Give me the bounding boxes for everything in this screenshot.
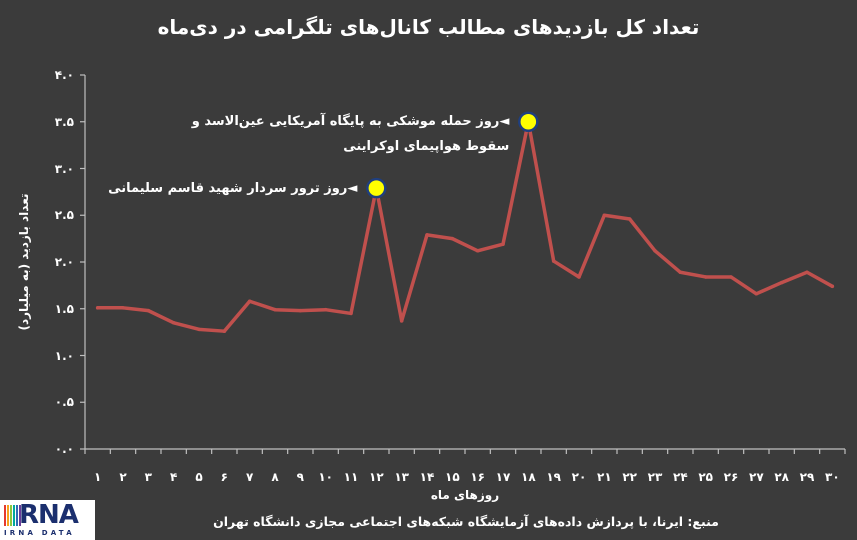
series-line [95, 120, 835, 333]
x-tick-label: ۲۹ [799, 470, 815, 484]
data-point-day-10 [323, 307, 328, 312]
data-point-day-25 [703, 275, 708, 279]
x-tick-label: ۳۰ [825, 470, 840, 484]
x-tick-label: ۱۵ [445, 470, 460, 484]
data-point-day-15 [450, 236, 455, 241]
data-point-day-6 [222, 329, 227, 333]
logo-stripe [16, 505, 18, 526]
x-tick-label: ۲ [119, 470, 127, 484]
y-tick-label: ۳.۰ [54, 161, 74, 176]
data-point-day-22 [627, 217, 632, 221]
y-tick-label: ۲.۵ [54, 208, 74, 223]
x-tick-label: ۱۷ [495, 470, 511, 484]
y-tick-label: ۰.۰ [54, 442, 74, 456]
annotation-label: ◄روز حمله موشکی به پایگاه آمریکایی عین‌ا… [192, 109, 510, 159]
x-tick-label: ۲۰ [571, 470, 587, 484]
x-tick-label: ۷ [245, 470, 254, 484]
data-point-day-29 [805, 270, 809, 275]
x-tick-label: ۵ [195, 470, 203, 484]
data-point-day-9 [298, 308, 303, 313]
data-point-day-8 [273, 307, 277, 312]
logo-stripe [7, 505, 9, 526]
data-point-day-1 [95, 306, 100, 310]
annotation-line: ◄روز ترور سردار شهید قاسم سلیمانی [108, 180, 358, 196]
x-tick-label: ۲۷ [749, 470, 764, 484]
data-point-day-16 [475, 249, 480, 253]
data-point-day-2 [121, 306, 125, 310]
data-point-day-21 [602, 213, 607, 217]
x-axis-title: روزهای ماه [430, 488, 500, 502]
x-tick-label: ۱۸ [521, 470, 536, 484]
x-tick-label: ۶ [220, 470, 228, 484]
data-point-day-23 [653, 249, 657, 253]
logo-stripe [19, 505, 21, 526]
chart-title: تعداد کل بازدیدهای مطالب کانال‌های تلگرا… [157, 15, 700, 39]
annotation-line: ◄روز حمله موشکی به پایگاه آمریکایی عین‌ا… [191, 114, 510, 130]
x-tick-label: ۲۳ [647, 470, 663, 484]
logo-stripes [4, 505, 21, 526]
y-tick-label: ۱.۰ [54, 348, 74, 363]
data-point-day-5 [197, 327, 201, 332]
source-note: منبع: ایرنا، با پردازش داده‌های آزمایشگا… [213, 514, 719, 529]
y-tick-label: ۳.۵ [54, 114, 74, 129]
data-point-day-4 [171, 321, 176, 325]
x-tick-label: ۱۲ [369, 470, 384, 484]
data-point-day-27 [754, 292, 759, 296]
x-tick-label: ۱۶ [470, 470, 485, 484]
data-point-day-26 [729, 275, 733, 279]
logo-mark-text: RNA [19, 500, 79, 530]
x-tick-label: ۱۹ [546, 470, 561, 484]
y-tick-label: ۲.۰ [54, 255, 74, 269]
data-point-day-3 [146, 308, 151, 313]
highlight-marker-day-12 [366, 177, 387, 199]
x-tick-label: ۱ [93, 470, 102, 484]
data-point-day-28 [779, 280, 784, 285]
y-tick-label: ۴.۰ [54, 68, 74, 82]
y-tick-label: ۰.۵ [54, 395, 74, 410]
data-point-day-11 [349, 311, 353, 316]
y-tick-label: ۱.۵ [54, 301, 74, 316]
irna-data-logo: RNA IRNA DATA [0, 500, 95, 540]
x-tick-label: ۲۶ [723, 470, 739, 484]
logo-stripe [10, 505, 12, 526]
annotation-line: سقوط هواپیمای اوکراینی [343, 139, 510, 155]
x-tick-label: ۱۴ [419, 470, 435, 484]
x-tick-label: ۴ [169, 470, 178, 484]
logo-stripe [13, 505, 15, 526]
logo-subtext: IRNA DATA [4, 529, 75, 537]
x-tick-label: ۱۱ [343, 470, 359, 484]
x-tick-label: ۸ [271, 470, 279, 484]
x-tick-label: ۲۱ [597, 470, 612, 484]
highlight-marker-day-18 [518, 111, 539, 132]
logo-stripe [4, 505, 6, 526]
data-point-day-14 [425, 233, 429, 237]
x-tick-label: ۳ [144, 470, 152, 484]
annotation-label: ◄روز ترور سردار شهید قاسم سلیمانی [108, 176, 357, 201]
x-tick-label: ۱۰ [318, 470, 333, 484]
x-tick-label: ۲۵ [698, 470, 713, 484]
data-point-day-30 [830, 284, 835, 289]
data-point-day-24 [678, 270, 683, 275]
x-tick-label: ۲۸ [774, 470, 789, 484]
data-point-day-13 [399, 319, 404, 323]
x-tick-label: ۹ [296, 470, 304, 484]
x-tick-label: ۲۴ [673, 470, 688, 484]
x-tick-label: ۲۲ [622, 470, 637, 484]
data-point-day-20 [577, 275, 581, 279]
data-point-day-7 [247, 299, 252, 304]
x-tick-label: ۱۳ [394, 470, 409, 484]
data-point-day-19 [551, 259, 556, 263]
data-point-day-17 [501, 242, 505, 246]
